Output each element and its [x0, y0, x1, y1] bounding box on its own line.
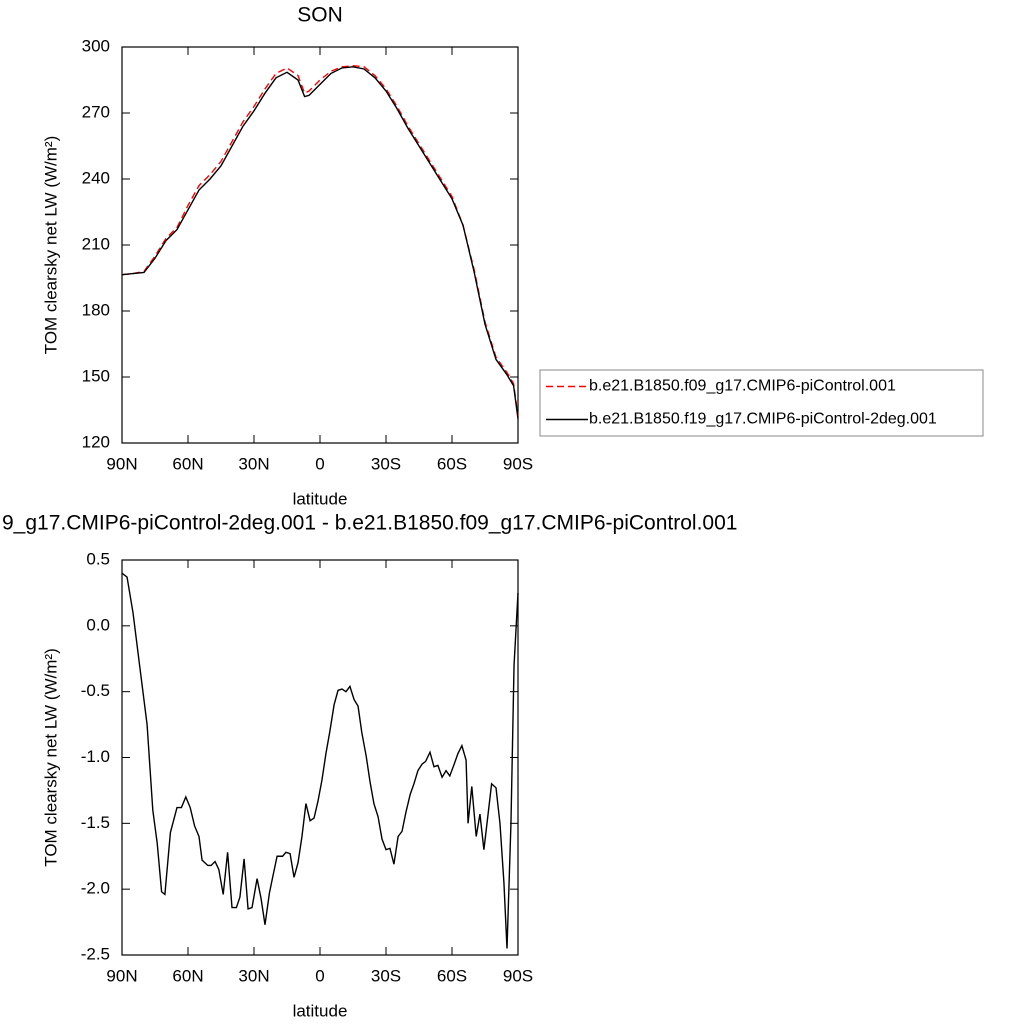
chart-title: 9_g17.CMIP6-piControl-2deg.001 - b.e21.B…	[2, 512, 737, 535]
y-tick-label: -1.5	[81, 813, 110, 832]
y-tick-label: 240	[82, 168, 110, 187]
x-tick-label: 60N	[172, 454, 203, 473]
plot-frame	[121, 46, 519, 444]
y-tick-label: 0.5	[86, 549, 110, 568]
legend-text: b.e21.B1850.f19_g17.CMIP6-piControl-2deg…	[589, 411, 937, 428]
y-tick-label: 300	[82, 36, 110, 55]
x-tick-label: 90S	[503, 966, 533, 985]
y-tick-label: -1.0	[81, 747, 110, 766]
data-line	[121, 64, 519, 417]
y-tick-label: -0.5	[81, 681, 110, 700]
plot-frame	[121, 559, 519, 956]
x-tick-label: 90S	[503, 454, 533, 473]
data-line	[121, 66, 519, 419]
y-tick-label: 270	[82, 102, 110, 121]
x-tick-label: 90N	[106, 454, 137, 473]
data-line	[121, 572, 519, 949]
x-tick-label: 90N	[106, 966, 137, 985]
y-tick-label: -2.0	[81, 879, 110, 898]
x-tick-label: 0	[315, 454, 324, 473]
x-tick-label: 60S	[437, 454, 467, 473]
y-tick-label: -2.5	[81, 944, 110, 963]
x-tick-label: 30N	[238, 966, 269, 985]
x-tick-label: 60S	[437, 966, 467, 985]
x-tick-label: 30S	[371, 454, 401, 473]
x-tick-label: 60N	[172, 966, 203, 985]
chart-title: SON	[297, 4, 343, 27]
y-tick-label: 150	[82, 366, 110, 385]
y-axis-label: TOM clearsky net LW (W/m²)	[41, 648, 60, 867]
x-axis-label: latitude	[293, 1001, 348, 1020]
x-tick-label: 30N	[238, 454, 269, 473]
y-tick-label: 180	[82, 300, 110, 319]
x-tick-label: 30S	[371, 966, 401, 985]
y-tick-label: 210	[82, 234, 110, 253]
legend-text: b.e21.B1850.f09_g17.CMIP6-piControl.001	[589, 378, 896, 395]
y-tick-label: 120	[82, 432, 110, 451]
legend-box	[539, 369, 984, 437]
y-axis-label: TOM clearsky net LW (W/m²)	[41, 136, 60, 355]
x-tick-label: 0	[315, 966, 324, 985]
x-axis-label: latitude	[293, 489, 348, 508]
y-tick-label: 0.0	[86, 615, 110, 634]
